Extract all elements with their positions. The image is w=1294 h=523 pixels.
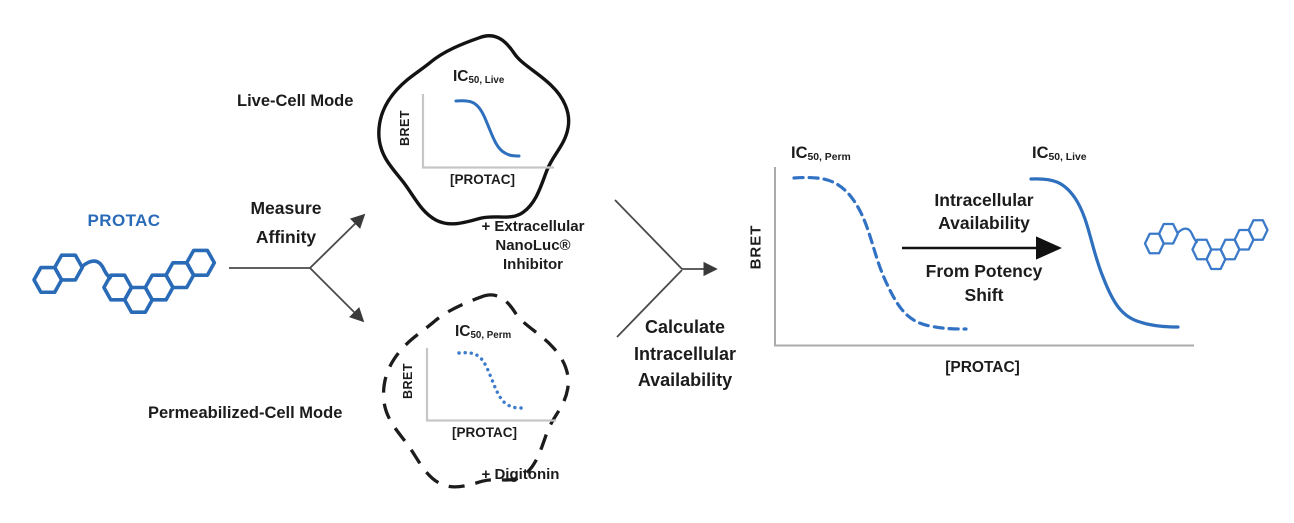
calculate-line1: Calculate [644, 317, 726, 337]
ic50-perm-result-subscript: 50, Perm [807, 151, 851, 163]
live-inset-axes [421, 94, 554, 169]
perm-inset-axes [425, 348, 556, 422]
extracellular-note-line3: Inhibitor [503, 256, 563, 273]
extracellular-inhibitor-note: + Extracellular NanoLuc® Inhibitor [458, 217, 608, 274]
ic50-live-inset-subscript: 50, Live [468, 74, 505, 86]
result-solid-curve-live [1029, 177, 1180, 329]
permeabilized-cell-mode-label: Permeabilized-Cell Mode [148, 404, 343, 422]
perm-inset-x-axis-label: [PROTAC] [452, 425, 517, 440]
ic50-perm-inset-subscript: 50, Perm [470, 329, 512, 341]
protac-molecule [34, 250, 214, 312]
perm-inset-y-axis-label: BRET [401, 362, 415, 400]
ic50-perm-result-label: IC50, Perm [791, 144, 851, 164]
ic50-live-result-prefix: IC [1032, 144, 1049, 162]
live-inset-x-axis-label: [PROTAC] [450, 172, 515, 187]
extracellular-note-line2: NanoLuc® [495, 237, 571, 254]
digitonin-note: + Digitonin [481, 466, 560, 483]
live-inset-sigmoid-curve [454, 99, 521, 158]
ic50-live-inset-label: IC50, Live [453, 68, 504, 86]
potency-shift-label: From Potency Shift [898, 259, 1070, 307]
calculate-line2: Intracellular [633, 343, 737, 364]
result-dashed-curve-perm [792, 175, 968, 331]
availability-line1: Intracellular [934, 190, 1034, 210]
result-x-axis-label: [PROTAC] [945, 359, 1020, 376]
ic50-perm-inset-prefix: IC [455, 323, 471, 340]
potency-shift-line2: Shift [964, 285, 1004, 305]
converge-line-lower [616, 269, 683, 338]
result-plot-axes [774, 167, 1194, 347]
result-y-axis-label: BRET [747, 224, 765, 270]
measure-affinity-line1: Measure [250, 198, 322, 218]
measure-affinity-line2: Affinity [255, 227, 317, 247]
extracellular-note-line1: + Extracellular [481, 218, 585, 235]
measure-affinity-label: Measure Affinity [235, 194, 337, 252]
protac-molecule-small [1145, 220, 1268, 269]
potency-shift-line1: From Potency [925, 261, 1043, 281]
live-inset-y-axis-label: BRET [398, 109, 412, 147]
live-cell-mode-label: Live-Cell Mode [237, 92, 354, 110]
converge-line-upper [614, 199, 683, 270]
ic50-live-result-label: IC50, Live [1032, 144, 1087, 164]
calculate-availability-label: Calculate Intracellular Availability [604, 314, 766, 394]
intracellular-availability-label: Intracellular Availability [898, 189, 1070, 235]
ic50-perm-inset-label: IC50, Perm [455, 323, 511, 341]
ic50-perm-result-prefix: IC [791, 144, 808, 162]
calculate-line3: Availability [637, 370, 733, 390]
protac-label: PROTAC [87, 211, 161, 230]
availability-line2: Availability [938, 213, 1030, 233]
perm-inset-dotted-curve [457, 351, 524, 410]
ic50-live-inset-prefix: IC [453, 68, 469, 85]
arrow-to-permeabilized-cell [309, 267, 365, 323]
arrow-to-live-cell [309, 213, 366, 269]
ic50-live-result-subscript: 50, Live [1048, 151, 1087, 163]
workflow-connectors [229, 199, 718, 338]
